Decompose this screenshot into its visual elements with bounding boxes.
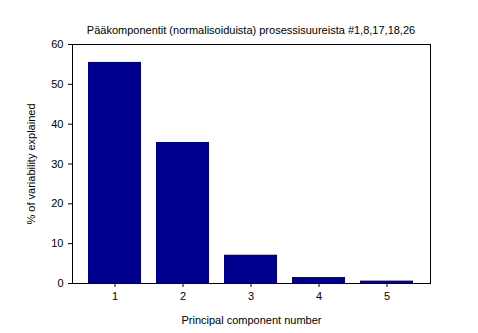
svg-text:20: 20 <box>51 197 63 209</box>
svg-text:Principal component number: Principal component number <box>181 314 321 326</box>
svg-text:10: 10 <box>51 237 63 249</box>
svg-text:50: 50 <box>51 78 63 90</box>
svg-text:60: 60 <box>51 38 63 50</box>
svg-text:1: 1 <box>112 290 118 302</box>
svg-text:3: 3 <box>248 290 254 302</box>
svg-text:30: 30 <box>51 158 63 170</box>
svg-text:4: 4 <box>316 290 322 302</box>
html-text:Pääkomponentit (normalisoiduis: Pääkomponentit (normalisoiduista) proses… <box>86 24 416 36</box>
svg-text:2: 2 <box>180 290 186 302</box>
svg-text:0: 0 <box>57 277 63 289</box>
svg-text:5: 5 <box>384 290 390 302</box>
svg-text:% of variability explained: % of variability explained <box>25 103 37 224</box>
svg-text:40: 40 <box>51 118 63 130</box>
